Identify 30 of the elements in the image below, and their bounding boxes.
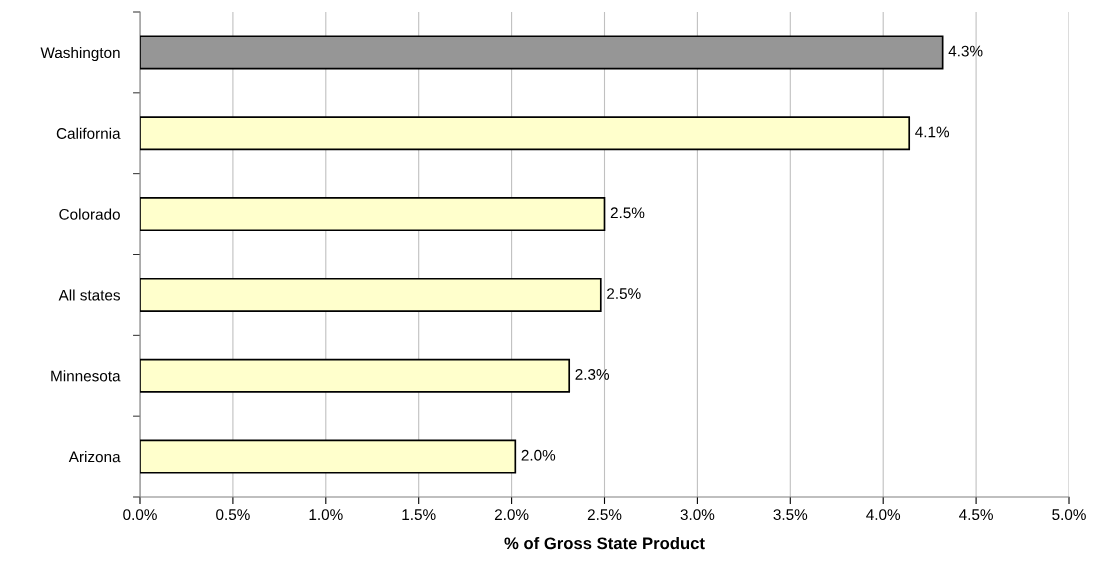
- x-tick-label: 4.5%: [959, 509, 993, 521]
- data-label: 4.1%: [915, 126, 950, 138]
- data-label: 2.3%: [575, 369, 610, 380]
- x-axis-title: % of Gross State Product: [504, 536, 705, 550]
- data-label: 2.0%: [521, 449, 556, 461]
- bar: [140, 358, 571, 393]
- x-tick-label: 4.0%: [866, 509, 901, 521]
- data-label: 4.3%: [948, 45, 983, 57]
- x-tick-label: 1.5%: [402, 509, 436, 521]
- data-label: 2.5%: [610, 207, 645, 219]
- y-tick-label: All states: [58, 289, 121, 301]
- y-tick-label: California: [56, 127, 121, 139]
- bar: [140, 439, 517, 474]
- x-tick-label: 3.0%: [680, 509, 715, 521]
- bar: [140, 197, 606, 232]
- y-tick-label: Colorado: [59, 208, 120, 220]
- x-tick-label: 3.5%: [773, 509, 808, 521]
- x-tick-label: 2.0%: [494, 509, 529, 521]
- y-tick-label: Washington: [40, 46, 120, 62]
- bar: [140, 116, 911, 151]
- x-tick-label: 0.0%: [123, 509, 157, 521]
- y-tick-label: Arizona: [68, 451, 121, 463]
- x-tick-label: 1.0%: [309, 509, 343, 521]
- bar: [140, 35, 944, 70]
- x-tick-label: 2.5%: [587, 509, 622, 521]
- data-label: 2.5%: [607, 288, 641, 300]
- x-tick-label: 5.0%: [1052, 509, 1086, 521]
- x-tick-label: 0.5%: [216, 509, 250, 521]
- bar: [140, 277, 602, 312]
- y-tick-label: Minnesota: [51, 370, 121, 382]
